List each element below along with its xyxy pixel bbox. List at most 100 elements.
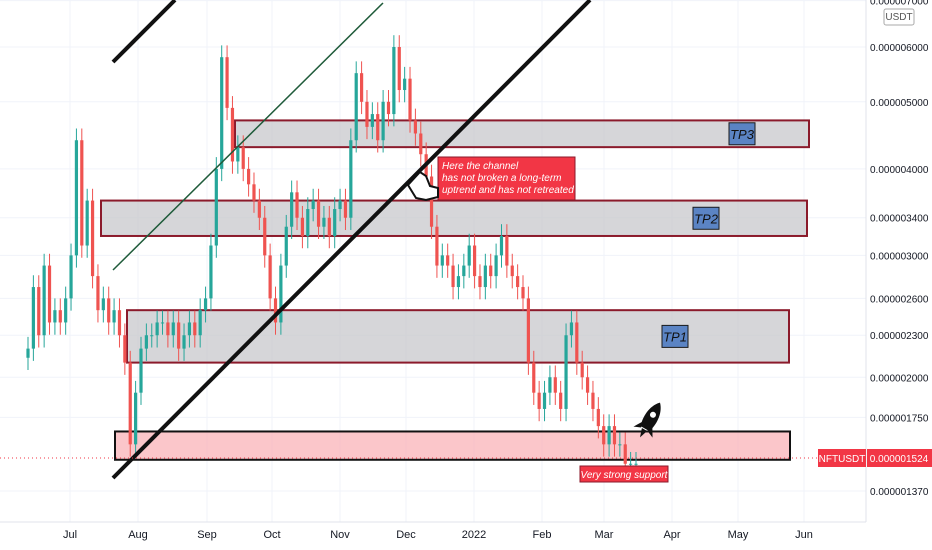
channel-lines — [111, 0, 592, 480]
candle — [139, 336, 143, 405]
candle — [252, 172, 256, 213]
price-tick-label: 0.000003400 — [870, 214, 929, 225]
candle — [381, 90, 385, 153]
badge-tp2 — [692, 206, 720, 230]
badge-label-tp1: TP1 — [663, 329, 687, 344]
candle — [532, 350, 536, 405]
candle — [177, 310, 181, 361]
candle — [548, 365, 552, 405]
candle — [564, 323, 568, 422]
rocket-icon — [633, 402, 661, 438]
channel-note-line-1: Here the channel — [442, 161, 519, 172]
candle — [370, 102, 374, 140]
candle — [247, 157, 251, 197]
candle — [516, 264, 520, 300]
time-tick-label: 2022 — [462, 529, 486, 541]
candle — [585, 365, 590, 405]
time-tick-label: Oct — [263, 529, 280, 541]
candle — [446, 243, 450, 278]
candle — [408, 66, 412, 133]
candle — [117, 298, 122, 348]
candle — [37, 275, 41, 348]
candle — [214, 157, 218, 258]
candle — [85, 188, 89, 258]
candle — [74, 128, 79, 268]
candle — [403, 66, 407, 103]
price-tick-label: 0.000001370 — [870, 487, 929, 498]
candle — [462, 253, 466, 289]
time-tick-label: Feb — [533, 529, 552, 541]
time-tick-label: Jul — [63, 529, 77, 541]
candle — [80, 128, 84, 258]
candle — [505, 224, 509, 278]
candle — [53, 298, 57, 335]
candle — [236, 135, 240, 174]
candle — [166, 310, 170, 348]
support-note: Very strong support — [579, 465, 669, 483]
candle — [510, 253, 514, 289]
candle — [553, 365, 557, 405]
candle — [295, 180, 299, 231]
candle — [209, 233, 213, 311]
candle — [397, 35, 401, 103]
time-tick-label: Aug — [128, 529, 148, 541]
candle — [230, 96, 235, 174]
candle — [472, 233, 477, 289]
last-price-label: 0.000001524 — [870, 454, 929, 465]
candle — [279, 253, 283, 335]
current-price-tag: NFTUSDT 0.000001524 — [0, 449, 932, 467]
pointing-hand-icon — [406, 170, 439, 202]
candle — [284, 214, 288, 278]
time-tick-label: Mar — [595, 529, 614, 541]
time-axis[interactable]: Jul Aug Sep Oct Nov Dec 2022 Feb Mar Apr May Jun — [0, 521, 866, 541]
candle — [96, 264, 100, 323]
candle — [343, 188, 348, 231]
currency-label-box — [883, 8, 915, 26]
candle — [537, 380, 541, 422]
candle — [257, 188, 261, 231]
candle — [596, 397, 600, 439]
candle — [26, 336, 30, 371]
candle — [58, 298, 62, 335]
candle — [107, 286, 111, 335]
badge-label-tp3: TP3 — [730, 127, 755, 142]
price-tick-label: 0.000001750 — [870, 413, 929, 424]
badge-label-tp2: TP2 — [694, 211, 719, 226]
channel-mid-line — [112, 2, 384, 271]
candle — [144, 323, 148, 361]
channel-note-line-3: uptrend and has not retreated — [442, 185, 574, 196]
candle — [112, 298, 116, 335]
candle — [263, 205, 267, 268]
candle — [187, 310, 192, 348]
candle — [47, 253, 52, 335]
candle — [521, 275, 525, 311]
time-tick-label: Dec — [396, 529, 416, 541]
zone-tp3 — [234, 119, 810, 149]
candle — [203, 286, 208, 323]
candle — [333, 197, 337, 249]
candle — [456, 264, 461, 300]
candle — [612, 414, 617, 457]
candle — [478, 264, 482, 300]
candle — [160, 310, 165, 335]
candle — [419, 121, 423, 167]
candle — [311, 188, 315, 222]
zone-tp1 — [126, 309, 790, 364]
candle — [338, 188, 342, 222]
candle — [359, 61, 364, 115]
candle — [483, 253, 487, 300]
candle — [306, 197, 310, 249]
price-axis[interactable]: USDT 0.0000070000.0000060000.0000050000.… — [865, 0, 929, 522]
candle — [591, 380, 595, 422]
candle — [273, 286, 278, 335]
candle — [559, 380, 563, 422]
candle — [150, 323, 154, 348]
price-tick-label: 0.000004000 — [870, 165, 929, 176]
price-tick-label: 0.000003000 — [870, 251, 929, 262]
support-note-text: Very strong support — [581, 470, 669, 481]
candles-layer — [26, 35, 638, 477]
candle — [225, 45, 229, 121]
candle — [322, 205, 326, 239]
time-tick-label: May — [728, 529, 749, 541]
